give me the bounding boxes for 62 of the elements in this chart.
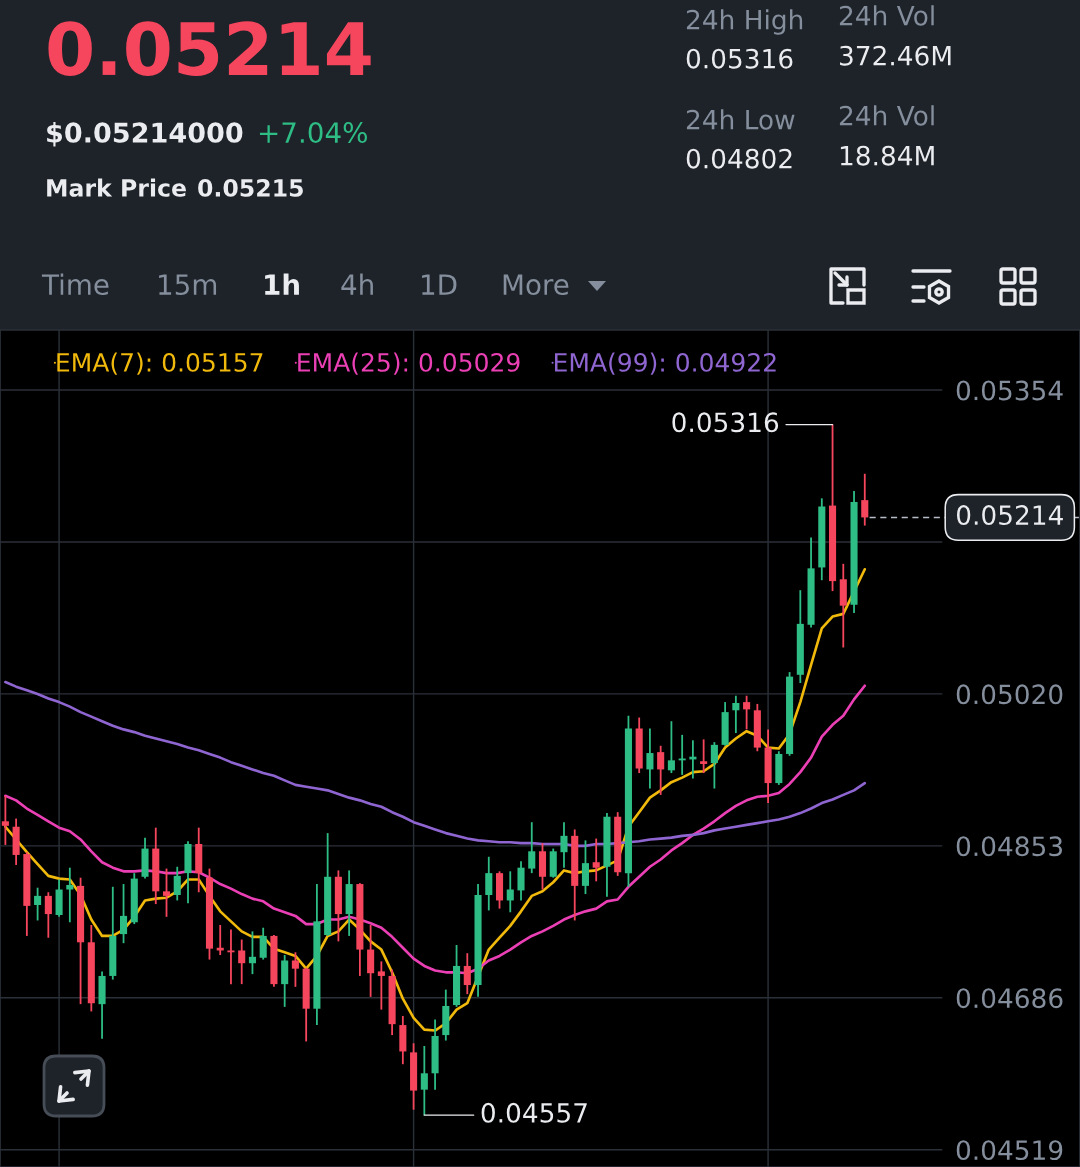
candlestick xyxy=(259,926,267,961)
candlestick xyxy=(291,951,299,988)
candlestick xyxy=(560,821,568,869)
text: 0.05214 xyxy=(48,21,371,76)
candlestick xyxy=(485,855,493,912)
text: 24h High xyxy=(686,9,803,35)
text: 24h Vol xyxy=(839,5,934,26)
y-tick-label: 0.04519 xyxy=(956,1140,1063,1161)
y-tick-label: 0.05354 xyxy=(956,380,1063,401)
legend-label: EMA(99): 0.04922 xyxy=(555,352,776,375)
candlestick xyxy=(581,839,590,895)
candlestick xyxy=(227,928,235,986)
y-tick-label: 0.04686 xyxy=(956,988,1063,1009)
text: 1D xyxy=(422,274,457,295)
candlestick xyxy=(34,886,42,922)
candlestick xyxy=(463,952,471,996)
candlestick xyxy=(173,865,181,902)
legend-label: EMA(7): 0.05157 xyxy=(57,352,263,375)
candlestick xyxy=(506,870,514,914)
text: Time xyxy=(41,273,109,296)
text: 24h Low xyxy=(686,109,795,130)
text: +7.04% xyxy=(259,122,367,144)
candlestick xyxy=(861,472,869,527)
candlestick xyxy=(119,883,128,945)
text: Mark Price xyxy=(47,178,186,197)
text: 1h xyxy=(265,273,299,295)
text: $0.05214000 xyxy=(47,121,243,147)
candlestick xyxy=(710,741,718,790)
candlestick xyxy=(1,794,9,846)
candlestick xyxy=(732,694,740,734)
text: 24h Vol xyxy=(839,105,934,126)
candlestick xyxy=(238,938,246,986)
text: 0.05316 xyxy=(686,48,793,69)
y-tick-label: 0.05020 xyxy=(956,684,1063,705)
y-tick-label: 0.04853 xyxy=(956,836,1063,857)
text: 18.84M xyxy=(840,145,934,166)
candlestick xyxy=(281,954,289,1008)
candlestick xyxy=(657,744,665,796)
text: 15m xyxy=(159,274,217,296)
candlestick xyxy=(248,930,256,976)
text: 0.04802 xyxy=(686,148,792,169)
candlestick xyxy=(44,891,52,939)
candlestick xyxy=(367,924,375,998)
candlestick xyxy=(528,821,536,875)
candlestick xyxy=(646,727,654,790)
text: More xyxy=(503,274,569,296)
text: 4h xyxy=(341,273,373,295)
ref-line-label: 0.05214 xyxy=(956,505,1063,526)
text: 372.46M xyxy=(840,45,951,66)
annotation: 0.05316 xyxy=(672,412,779,433)
text: 0.05215 xyxy=(198,178,303,197)
candlestick xyxy=(377,960,385,1011)
candlestick xyxy=(420,1045,428,1117)
candlestick xyxy=(667,720,675,774)
candlestick xyxy=(700,738,708,774)
annotation: 0.04557 xyxy=(481,1102,587,1123)
candlestick xyxy=(517,860,525,902)
candlestick xyxy=(66,866,74,924)
candlestick xyxy=(592,837,600,883)
legend-label: EMA(25): 0.05029 xyxy=(298,352,520,375)
candlestick xyxy=(743,694,751,731)
candlestick xyxy=(162,867,171,918)
